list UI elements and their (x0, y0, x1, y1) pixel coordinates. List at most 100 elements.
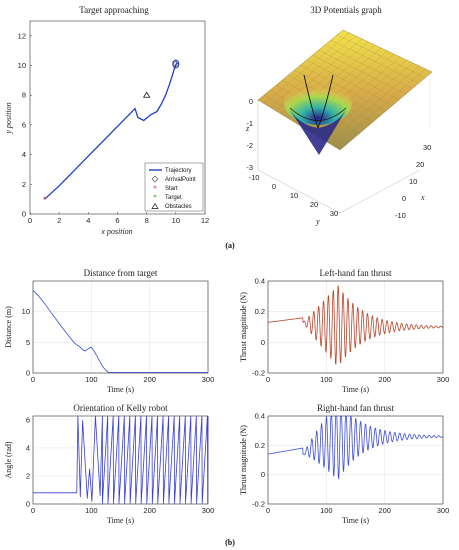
x-tick-label: 0 (266, 506, 270, 515)
chart-title: Distance from target (84, 268, 158, 278)
chart-title: Right-hand fan thrust (317, 403, 394, 413)
mesh-line (318, 49, 406, 95)
legend-start-swatch: * (153, 185, 157, 193)
z-axis-label: z (245, 124, 250, 133)
y-tick-label: 6 (22, 120, 26, 129)
panel-label-b: (b) (225, 538, 235, 547)
x-tick-label: 0 (266, 375, 270, 384)
x-tick-label: -10 (395, 211, 406, 220)
box-edges (257, 100, 421, 214)
y-tick-label: 4 (22, 150, 26, 159)
y-tick-label: 0 (261, 338, 265, 347)
plot-frame (32, 415, 209, 505)
x-tick-label: 100 (320, 506, 333, 515)
potential-funnel (284, 81, 352, 125)
y-axis-label: Thrust magnitude (N) (239, 425, 248, 495)
x-tick-label: 200 (378, 506, 391, 515)
y-tick-label: 8 (22, 91, 26, 100)
x-tick-label: 2 (57, 216, 61, 225)
start-marker: * (43, 196, 47, 204)
y-axis-label: Thrust magnitude (N) (239, 292, 248, 362)
y-tick-label: 0.2 (255, 307, 265, 316)
x-tick-label: 100 (320, 375, 333, 384)
mesh-line (330, 39, 419, 84)
target-approaching-chart: Target approaching 0 2 4 6 8 10 12 0 2 4 6 8 10 12 x… (4, 5, 209, 236)
legend-target-swatch: * (153, 194, 157, 202)
x-axis-label: Time (s) (342, 385, 369, 394)
series-line (268, 415, 444, 480)
x-tick-label: 6 (115, 216, 119, 225)
x-tick-label: 4 (86, 216, 90, 225)
x-tick-label: 0 (31, 375, 35, 384)
mesh-line (306, 59, 393, 106)
x-tick-label: 12 (201, 216, 209, 225)
y-tick-label: 2 (26, 471, 30, 480)
y-tick-label: 6 (26, 415, 30, 424)
x-tick-label: 200 (143, 375, 156, 384)
mesh-line (324, 44, 413, 89)
y-tick-label: 20 (310, 200, 318, 209)
distance-chart: Distance from target 0 100 200 300 0 5 10 Time (… (4, 268, 214, 394)
series-line (32, 289, 208, 373)
y-tick-label: 30 (330, 209, 338, 218)
y-tick-label: -0.2 (252, 500, 265, 509)
x-tick-label: 8 (145, 216, 149, 225)
x-tick-label: 0 (402, 194, 406, 203)
z-tick-label: -3 (246, 163, 253, 172)
legend: Trajectory ArrivalPoint * Start * Target… (144, 162, 204, 212)
legend-arrival: ArrivalPoint (165, 177, 196, 183)
x-axis-label: x (420, 193, 425, 202)
x-axis-label: Time (s) (342, 516, 369, 525)
y-tick-label: 10 (18, 61, 26, 70)
mesh-line (322, 62, 414, 140)
x-tick-label: 300 (202, 506, 215, 515)
x-axis-label: Time (s) (107, 385, 134, 394)
y-tick-label: -0.2 (252, 369, 265, 378)
y-tick-label: 0 (26, 500, 30, 509)
x-axis-label: Time (s) (107, 516, 134, 525)
x-tick-label: 0 (28, 216, 32, 225)
trajectory-line (44, 62, 178, 200)
mesh-line (336, 34, 426, 78)
x-tick-label: 200 (378, 375, 391, 384)
plot-frame (32, 280, 209, 374)
y-tick-label: 5 (26, 338, 30, 347)
x-tick-label: 300 (437, 506, 450, 515)
y-axis-label: Distance (m) (4, 306, 13, 348)
plot-frame (267, 415, 444, 505)
trajectory-on-surface (303, 74, 334, 129)
y-tick-label: 0 (22, 210, 26, 219)
funnel-rim (289, 107, 347, 121)
series-line (33, 415, 209, 504)
legend-obstacles-swatch (151, 202, 159, 209)
series-line (268, 285, 444, 365)
legend-target: Target (165, 195, 182, 201)
y-tick-label: 2 (22, 180, 26, 189)
chart-title: Orientation of Kelly robot (73, 403, 168, 413)
y-tick-label: 4 (26, 443, 30, 452)
y-tick-label: -10 (249, 173, 260, 182)
x-tick-label: 100 (85, 375, 98, 384)
chart-title: Left-hand fan thrust (320, 268, 392, 278)
x-tick-label: 100 (85, 506, 98, 515)
legend-box (144, 162, 204, 212)
y-axis-label: Angle (rad) (4, 441, 13, 478)
z-tick-label: 0 (249, 97, 253, 106)
x-axis-label: x position (100, 227, 132, 236)
mesh-line (312, 54, 400, 100)
legend-obstacles: Obstacles (165, 204, 192, 210)
chart-title: 3D Potentials graph (310, 5, 382, 15)
y-tick-label: 12 (18, 31, 26, 40)
y-axis-label: y (315, 217, 320, 226)
x-tick-label: 300 (202, 375, 215, 384)
y-tick-label: 0.2 (255, 441, 265, 450)
legend-arrival-swatch (151, 175, 159, 183)
y-tick-label: 10 (290, 191, 298, 200)
legend-trajectory: Trajectory (165, 168, 191, 174)
mesh-line (334, 68, 426, 147)
chart-title: Target approaching (79, 5, 149, 15)
panel-label-a: (a) (225, 241, 235, 250)
y-tick-label: 0.4 (255, 412, 265, 421)
